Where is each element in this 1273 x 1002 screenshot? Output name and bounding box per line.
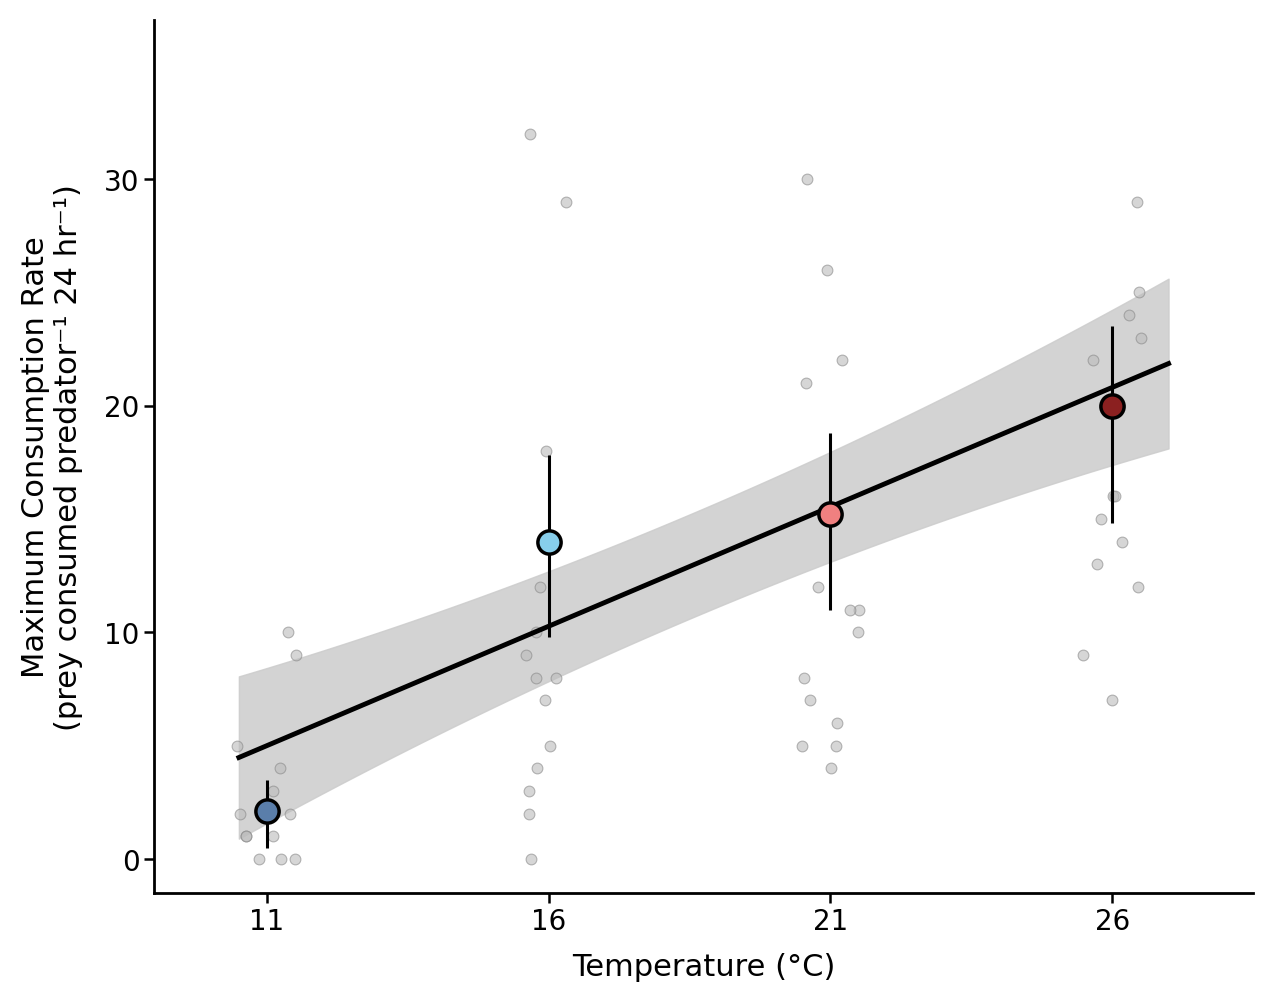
Point bbox=[821, 761, 841, 777]
Point bbox=[1086, 556, 1106, 572]
Point bbox=[1130, 330, 1151, 346]
Point bbox=[1118, 308, 1138, 324]
Point bbox=[533, 692, 554, 708]
Point bbox=[538, 534, 559, 550]
Point bbox=[831, 353, 852, 369]
Point bbox=[794, 376, 815, 392]
Point bbox=[271, 851, 292, 867]
Point bbox=[826, 715, 847, 731]
Point bbox=[839, 602, 859, 618]
Point bbox=[285, 647, 306, 663]
Point bbox=[227, 737, 247, 754]
Point bbox=[1104, 489, 1124, 505]
Point bbox=[1101, 692, 1122, 708]
Y-axis label: Maximum Consumption Rate
(prey consumed predator⁻¹ 24 hr⁻¹): Maximum Consumption Rate (prey consumed … bbox=[20, 183, 83, 730]
Point bbox=[1125, 194, 1146, 210]
Point bbox=[279, 806, 299, 822]
Point bbox=[536, 443, 556, 459]
Point bbox=[526, 669, 546, 685]
Point bbox=[820, 507, 840, 523]
X-axis label: Temperature (°C): Temperature (°C) bbox=[572, 952, 835, 981]
Point bbox=[257, 804, 278, 820]
Point bbox=[797, 171, 817, 187]
Point bbox=[516, 647, 536, 663]
Point bbox=[285, 851, 306, 867]
Point bbox=[526, 624, 546, 640]
Point bbox=[1128, 285, 1148, 301]
Point bbox=[1082, 353, 1102, 369]
Point bbox=[236, 829, 256, 845]
Point bbox=[1111, 534, 1132, 550]
Point bbox=[521, 851, 541, 867]
Point bbox=[825, 737, 845, 754]
Point bbox=[540, 737, 560, 754]
Point bbox=[807, 579, 827, 595]
Point bbox=[556, 194, 577, 210]
Point bbox=[849, 602, 869, 618]
Point bbox=[526, 761, 546, 777]
Point bbox=[1101, 398, 1122, 414]
Point bbox=[1102, 489, 1123, 505]
Point bbox=[518, 806, 538, 822]
Point bbox=[519, 126, 540, 142]
Point bbox=[278, 624, 298, 640]
Point bbox=[1127, 579, 1147, 595]
Point bbox=[518, 783, 538, 799]
Point bbox=[545, 669, 565, 685]
Point bbox=[530, 579, 550, 595]
Point bbox=[229, 806, 250, 822]
Point bbox=[1072, 647, 1092, 663]
Point bbox=[1090, 511, 1110, 527]
Point bbox=[792, 737, 812, 754]
Point bbox=[816, 262, 836, 278]
Point bbox=[264, 783, 284, 799]
Point bbox=[848, 624, 868, 640]
Point bbox=[262, 829, 283, 845]
Point bbox=[799, 692, 820, 708]
Point bbox=[270, 761, 290, 777]
Point bbox=[250, 851, 270, 867]
Point bbox=[793, 669, 813, 685]
Point bbox=[236, 829, 256, 845]
